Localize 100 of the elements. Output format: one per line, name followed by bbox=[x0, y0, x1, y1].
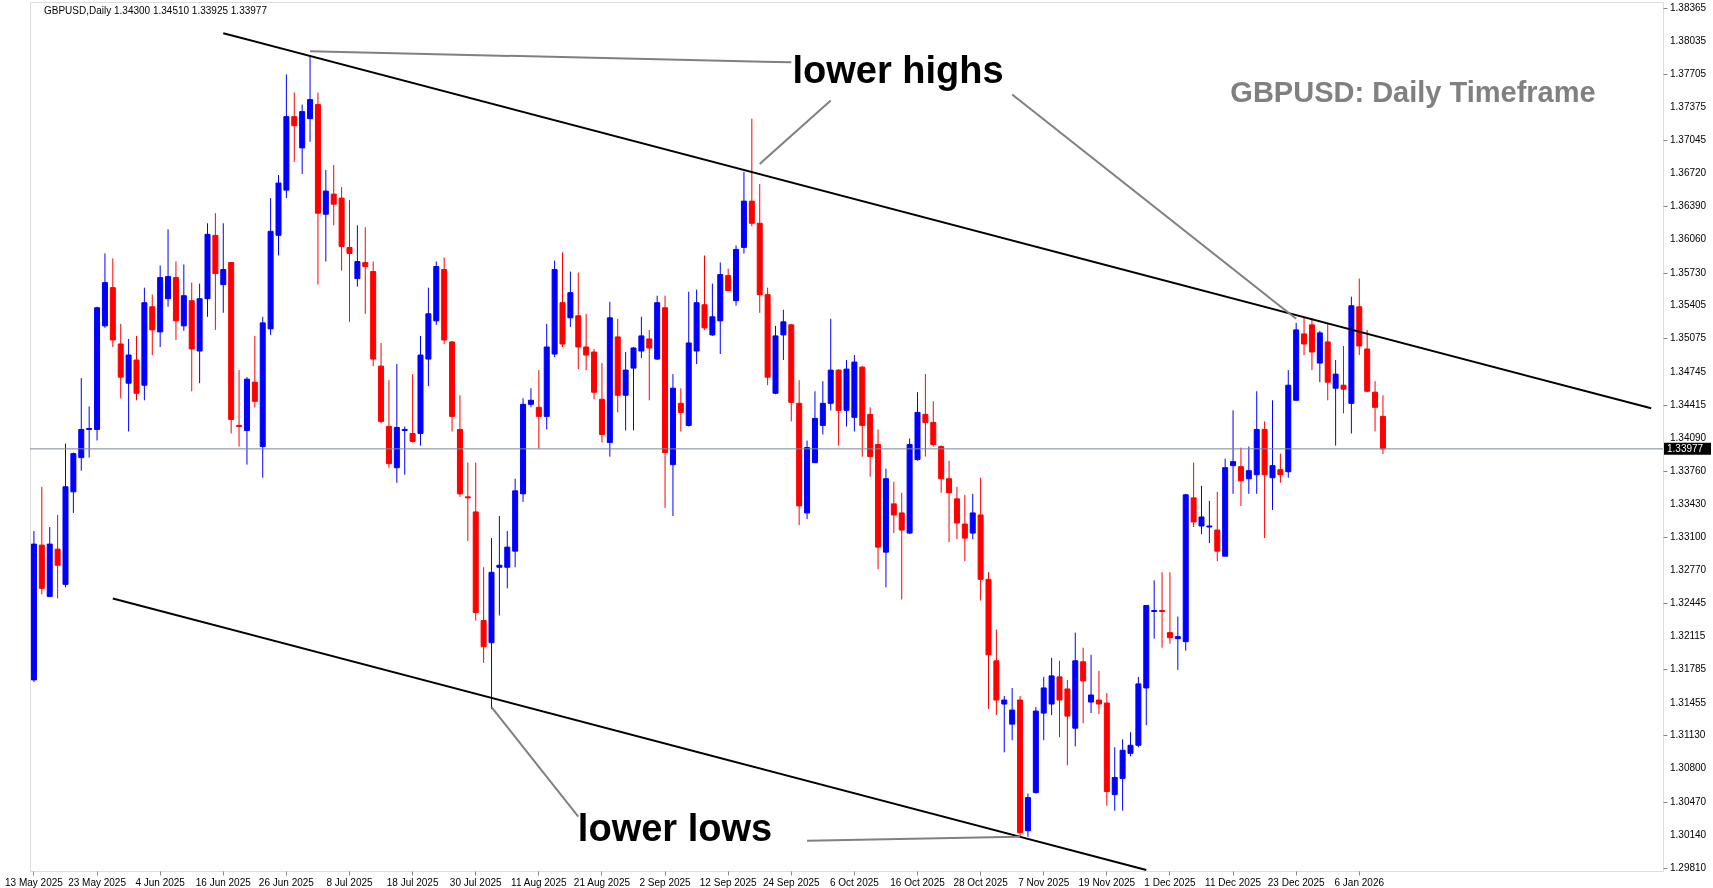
candlestick bbox=[464, 462, 471, 542]
y-tick-label: 1.35075 bbox=[1670, 332, 1707, 344]
candlestick bbox=[1269, 399, 1276, 511]
x-tick-label: 13 May 2025 bbox=[5, 876, 64, 888]
y-tick-label: 1.32770 bbox=[1670, 564, 1707, 576]
y-tick-label: 1.32445 bbox=[1670, 596, 1707, 608]
candlestick bbox=[677, 387, 684, 432]
candlestick bbox=[86, 405, 93, 459]
annotation: GBPUSD,Daily 1.34300 1.34510 1.33925 1.33977 bbox=[44, 5, 268, 16]
candlestick bbox=[819, 380, 826, 435]
x-tick-label: 6 Jan 2026 bbox=[1334, 876, 1385, 888]
candlestick bbox=[725, 268, 732, 292]
candlestick bbox=[307, 54, 314, 143]
candlestick bbox=[1080, 647, 1087, 724]
x-tick-label: 8 Jul 2025 bbox=[326, 876, 374, 888]
y-tick-label: 1.35405 bbox=[1670, 299, 1707, 311]
candlestick bbox=[1332, 359, 1339, 447]
y-tick-label: 1.30140 bbox=[1670, 828, 1707, 840]
x-tick-label: 7 Nov 2025 bbox=[1018, 876, 1070, 888]
candlestick bbox=[1340, 345, 1347, 414]
x-tick-label: 23 Dec 2025 bbox=[1267, 876, 1325, 888]
y-tick-label: 1.36060 bbox=[1670, 233, 1707, 245]
candlestick bbox=[1001, 695, 1008, 753]
candlestick bbox=[646, 329, 653, 401]
candlestick bbox=[1151, 579, 1158, 640]
x-tick-label: 16 Oct 2025 bbox=[890, 876, 946, 888]
y-tick-label: 1.38035 bbox=[1670, 34, 1707, 46]
candlestick bbox=[748, 118, 755, 227]
y-tick-label: 1.31455 bbox=[1670, 696, 1707, 708]
candlestick bbox=[961, 494, 968, 562]
x-tick-label: 11 Dec 2025 bbox=[1205, 876, 1262, 888]
x-tick-label: 6 Oct 2025 bbox=[829, 876, 880, 888]
y-tick-label: 1.36390 bbox=[1670, 200, 1707, 212]
candlestick bbox=[1301, 316, 1308, 356]
candlestick bbox=[1009, 687, 1016, 741]
candlestick bbox=[362, 226, 369, 315]
y-tick-label: 1.33760 bbox=[1670, 464, 1707, 476]
y-tick-label: 1.35730 bbox=[1670, 266, 1707, 278]
y-tick-label: 1.37705 bbox=[1670, 67, 1707, 79]
candlestick bbox=[1277, 453, 1284, 484]
annotation: lower lows bbox=[577, 807, 773, 849]
x-tick-label: 4 Jun 2025 bbox=[135, 876, 186, 888]
y-tick-label: 1.38365 bbox=[1670, 1, 1707, 13]
candlestick bbox=[291, 92, 298, 163]
candlestick bbox=[251, 335, 258, 408]
candlestick bbox=[149, 294, 156, 356]
candlestick bbox=[1088, 654, 1095, 714]
y-tick-label: 1.34415 bbox=[1670, 398, 1707, 410]
y-tick-label: 1.37375 bbox=[1670, 101, 1707, 113]
candlestick bbox=[1166, 571, 1173, 645]
candlestick bbox=[583, 313, 590, 371]
y-tick-label: 1.30470 bbox=[1670, 795, 1707, 807]
y-tick-label: 1.37045 bbox=[1670, 134, 1707, 146]
candlestick bbox=[890, 481, 897, 534]
candlestick bbox=[701, 254, 708, 331]
candlestick bbox=[1230, 409, 1237, 495]
candlestick bbox=[898, 492, 905, 600]
x-tick-label: 23 May 2025 bbox=[68, 876, 127, 888]
x-tick-label: 12 Sep 2025 bbox=[699, 876, 757, 888]
x-tick-label: 1 Dec 2025 bbox=[1144, 876, 1196, 888]
candlestick bbox=[1245, 446, 1252, 495]
ref-line-label: 1.33977 bbox=[1667, 442, 1704, 454]
candlestick bbox=[946, 460, 953, 543]
candlestick bbox=[54, 514, 61, 599]
x-tick-label: 19 Nov 2025 bbox=[1078, 876, 1136, 888]
x-tick-label: 21 Aug 2025 bbox=[573, 876, 631, 888]
candlestick bbox=[354, 224, 361, 288]
y-tick-label: 1.30800 bbox=[1670, 762, 1707, 774]
candlestick bbox=[527, 387, 534, 408]
x-tick-label: 16 Jun 2025 bbox=[195, 876, 252, 888]
y-tick-label: 1.34090 bbox=[1670, 431, 1707, 443]
x-tick-label: 18 Jul 2025 bbox=[386, 876, 439, 888]
candlestick bbox=[1159, 571, 1166, 649]
x-tick-label: 28 Oct 2025 bbox=[953, 876, 1009, 888]
text: GBPUSD: Daily Timeframe bbox=[1230, 76, 1596, 108]
candlestick bbox=[401, 425, 408, 476]
x-tick-label: 26 Jun 2025 bbox=[258, 876, 315, 888]
x-tick-label: 11 Aug 2025 bbox=[511, 876, 567, 888]
x-tick-label: 30 Jul 2025 bbox=[449, 876, 503, 888]
candlestick bbox=[1095, 670, 1102, 715]
y-tick-label: 1.33430 bbox=[1670, 497, 1707, 509]
annotation: lower highs bbox=[792, 49, 1004, 91]
y-tick-label: 1.36720 bbox=[1670, 166, 1707, 178]
candlestick bbox=[535, 369, 542, 450]
x-tick-label: 2 Sep 2025 bbox=[639, 876, 692, 888]
y-tick-label: 1.34745 bbox=[1670, 365, 1707, 377]
candlestick bbox=[1237, 447, 1244, 507]
candlestick bbox=[969, 493, 976, 540]
candlestick bbox=[322, 169, 329, 262]
x-tick-label: 24 Sep 2025 bbox=[762, 876, 821, 888]
y-tick-label: 1.29810 bbox=[1670, 861, 1707, 873]
candlestick bbox=[220, 222, 227, 314]
candlestick bbox=[1214, 491, 1221, 562]
y-tick-label: 1.31785 bbox=[1670, 663, 1707, 675]
candlestick bbox=[346, 199, 353, 323]
candlestick bbox=[236, 369, 243, 448]
candlestick bbox=[1174, 616, 1181, 671]
y-tick-label: 1.31130 bbox=[1670, 729, 1706, 741]
y-tick-label: 1.33100 bbox=[1670, 531, 1707, 543]
candlestick bbox=[409, 373, 416, 444]
